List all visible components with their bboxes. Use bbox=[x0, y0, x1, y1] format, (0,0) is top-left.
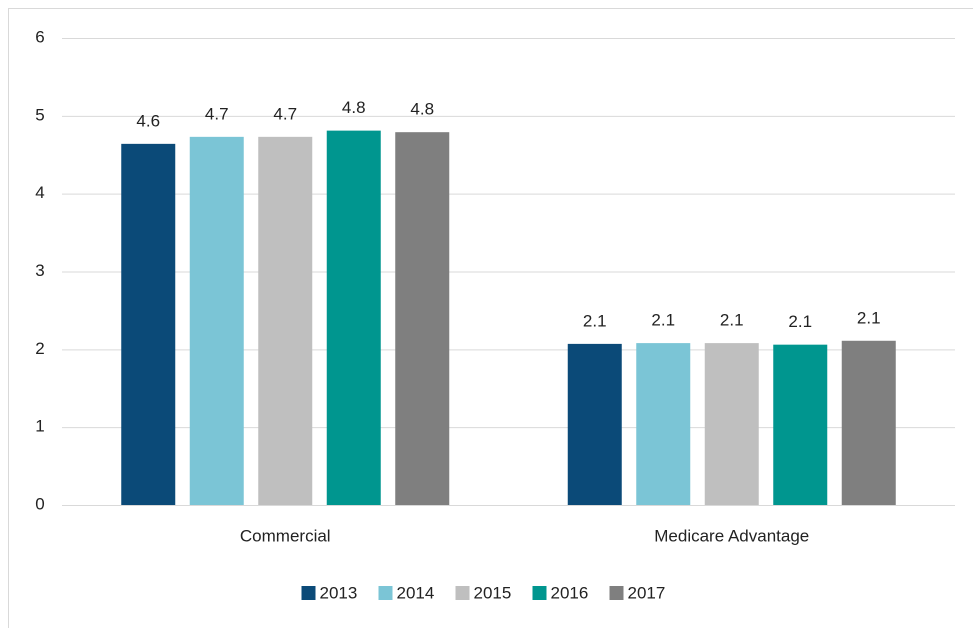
value-label: 2.1 bbox=[651, 311, 675, 330]
y-tick-label: 3 bbox=[35, 261, 44, 280]
legend-label: 2013 bbox=[320, 583, 358, 602]
value-label: 4.8 bbox=[410, 100, 434, 119]
value-label: 4.7 bbox=[205, 104, 229, 123]
y-tick-label: 4 bbox=[35, 183, 44, 202]
y-tick-label: 5 bbox=[35, 105, 44, 124]
legend-label: 2016 bbox=[551, 583, 589, 602]
bar bbox=[636, 343, 691, 505]
value-label: 4.7 bbox=[273, 104, 297, 123]
y-tick-label: 0 bbox=[35, 494, 44, 513]
value-label: 2.1 bbox=[857, 308, 881, 327]
bar bbox=[704, 343, 759, 505]
legend-label: 2014 bbox=[397, 583, 435, 602]
legend-swatch bbox=[301, 586, 316, 600]
bar bbox=[326, 130, 381, 505]
legend-swatch bbox=[455, 586, 470, 600]
bar bbox=[121, 143, 176, 505]
bar bbox=[841, 340, 896, 505]
legend-swatch bbox=[532, 586, 547, 600]
value-label: 2.1 bbox=[583, 311, 607, 330]
value-label: 4.6 bbox=[136, 111, 160, 130]
x-tick-label: Commercial bbox=[240, 526, 331, 545]
legend-label: 2017 bbox=[628, 583, 666, 602]
x-tick-label: Medicare Advantage bbox=[654, 526, 809, 545]
legend-swatch bbox=[609, 586, 624, 600]
bar bbox=[773, 344, 828, 505]
bar bbox=[567, 343, 622, 505]
bar bbox=[395, 132, 450, 505]
bar bbox=[258, 136, 313, 505]
y-tick-label: 1 bbox=[35, 417, 44, 436]
value-label: 2.1 bbox=[788, 312, 812, 331]
legend-label: 2015 bbox=[474, 583, 512, 602]
legend-swatch bbox=[378, 586, 393, 600]
y-tick-label: 6 bbox=[35, 27, 44, 46]
y-tick-label: 2 bbox=[35, 339, 44, 358]
bar bbox=[189, 136, 244, 505]
value-label: 2.1 bbox=[720, 311, 744, 330]
value-label: 4.8 bbox=[342, 98, 366, 117]
